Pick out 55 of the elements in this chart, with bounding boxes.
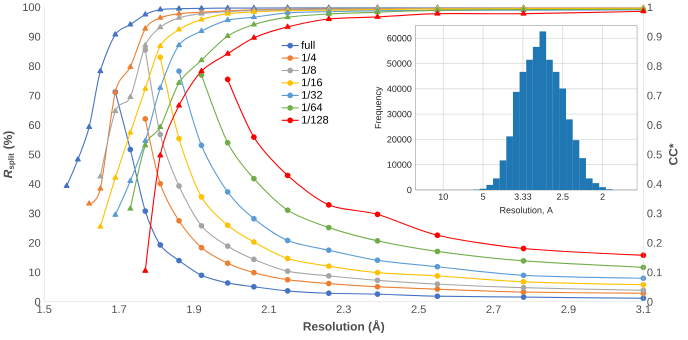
y2-tick-label: 0.8 bbox=[647, 62, 662, 70]
legend-label: 1/8 bbox=[302, 66, 316, 74]
x-tick-label: 2.1 bbox=[262, 305, 276, 313]
legend-label: 1/4 bbox=[302, 53, 316, 62]
y2-tick-label: 0.3 bbox=[647, 209, 662, 218]
y-tick-label: 40000 bbox=[387, 85, 412, 92]
y-tick-label: 20000 bbox=[387, 136, 412, 142]
x-tick-label: 2.7 bbox=[486, 305, 501, 313]
y-axis-title: Frequency bbox=[374, 86, 383, 128]
y2-tick-label: 0 bbox=[647, 298, 653, 306]
y-tick-label: 30000 bbox=[387, 110, 412, 118]
x-tick-label: 2.5 bbox=[412, 305, 426, 313]
y2-tick-label: 0.9 bbox=[647, 32, 662, 40]
y-tick-label: 60 bbox=[29, 120, 40, 129]
y-tick-label: 80 bbox=[28, 62, 40, 70]
y-tick-label: 50000 bbox=[387, 60, 412, 66]
legend-label: 1/64 bbox=[302, 102, 322, 111]
x-tick-label: 5 bbox=[480, 193, 486, 200]
x-tick-label: 10 bbox=[438, 193, 448, 200]
x-axis-title: Resolution, A bbox=[500, 206, 553, 214]
y-tick-label: 10 bbox=[29, 268, 40, 276]
legend-label: full bbox=[301, 40, 315, 49]
legend-label: 1/16 bbox=[302, 78, 322, 86]
x-tick-label: 1.7 bbox=[112, 305, 126, 313]
y-tick-label: 0 bbox=[407, 186, 412, 193]
y-tick-label: 0 bbox=[34, 298, 40, 306]
y2-tick-label: 0.5 bbox=[647, 150, 662, 158]
x-tick-label: 2.3 bbox=[336, 305, 351, 313]
y-tick-label: 90 bbox=[28, 32, 40, 40]
y-tick-label: 20 bbox=[28, 238, 40, 247]
y2-tick-label: 0.2 bbox=[647, 238, 662, 247]
x-tick-label: 2.9 bbox=[561, 305, 576, 313]
y-tick-label: 60000 bbox=[387, 34, 412, 42]
x-tick-label: 2 bbox=[600, 193, 605, 200]
y-tick-label: 100 bbox=[23, 3, 40, 11]
y-axis-title: R$_{split}$ (%) bbox=[3, 131, 16, 178]
y-tick-label: 30 bbox=[28, 209, 40, 218]
y2-tick-label: 1 bbox=[648, 3, 652, 11]
y2-tick-label: 0.7 bbox=[647, 91, 662, 100]
y-tick-label: 40 bbox=[28, 180, 40, 188]
x-axis-title: Resolution (Å) bbox=[304, 320, 384, 333]
x-tick-label: 2.5 bbox=[556, 193, 569, 200]
y-tick-label: 50 bbox=[28, 150, 40, 158]
y2-tick-label: 0.6 bbox=[647, 120, 662, 129]
y-tick-label: 10000 bbox=[388, 161, 412, 168]
y2-axis-title: CC* bbox=[669, 143, 678, 165]
x-tick-label: 1.5 bbox=[37, 305, 52, 313]
legend-label: 1/32 bbox=[302, 90, 322, 99]
y-tick-label: 70 bbox=[29, 91, 40, 100]
y2-tick-label: 0.4 bbox=[647, 180, 662, 188]
x-tick-label: 3.1 bbox=[636, 305, 650, 313]
x-tick-label: 1.9 bbox=[187, 305, 202, 313]
legend-label: 1/128 bbox=[302, 115, 328, 124]
x-tick-label: 3.33 bbox=[514, 193, 532, 200]
y2-tick-label: 0.1 bbox=[647, 268, 662, 276]
